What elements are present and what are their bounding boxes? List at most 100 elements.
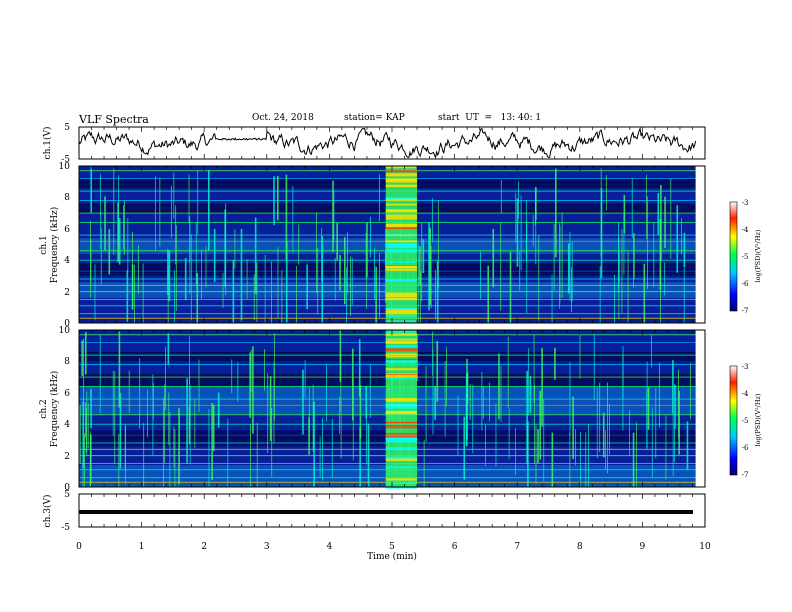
ch1-ytick-8: 8	[64, 193, 70, 203]
spectrogram-bright-line	[385, 292, 418, 296]
spectrogram-bright-line	[385, 166, 418, 169]
spectrogram-bright-line	[385, 174, 418, 177]
ch1-ytick-6: 6	[64, 225, 70, 235]
spectrogram-bright-line	[385, 223, 418, 227]
spectrogram-bright-line	[385, 338, 418, 341]
spectrogram-bright-line	[385, 315, 418, 317]
spectrogram-bright-line	[385, 170, 418, 173]
spectrogram-bright-line	[385, 398, 418, 402]
spectrogram-bright-line	[385, 184, 418, 187]
spectrogram-bright-line	[385, 432, 418, 435]
ch1-ytick-4: 4	[64, 256, 70, 266]
spectrogram-bright-line	[385, 180, 418, 183]
spectrogram-bright-line	[385, 345, 418, 348]
ch3-flat-trace	[79, 510, 693, 514]
spectrogram-bright-line	[385, 218, 418, 220]
ch2-spec-label: ch.2	[39, 399, 49, 418]
ch1-spec-label: ch.1	[39, 235, 49, 254]
spectrogram-bright-line	[385, 319, 418, 322]
spectrogram-bright-line	[385, 426, 418, 429]
spectrogram-bright-line	[385, 447, 418, 451]
spectrogram-bright-line	[385, 425, 418, 427]
spectrogram-bright-line	[385, 358, 418, 360]
xtick-5: 5	[389, 542, 395, 552]
spectrogram-bright-line	[385, 333, 418, 336]
cb1-tick-m7: -7	[742, 307, 749, 315]
ch3-ylabel: ch.3(V)	[42, 495, 53, 528]
spectrogram-bright-line	[385, 261, 418, 263]
ch3-trace-panel: 5 -5 ch.3(V)	[42, 490, 706, 533]
spectrogram-bright-line	[385, 198, 418, 201]
spectrogram-bright-line	[385, 478, 418, 481]
cb1-tick-m3: -3	[742, 199, 749, 207]
date-label: Oct. 24, 2018	[252, 113, 314, 123]
spectrogram-bright-line	[385, 398, 418, 400]
spectrogram-bright-line	[385, 319, 418, 321]
ch2-ytick-2: 2	[64, 452, 70, 462]
ch2-spectrogram-frame	[78, 329, 706, 488]
spectrogram-bright-line	[385, 458, 418, 461]
xtick-9: 9	[640, 542, 646, 552]
spectrogram-bright-line	[385, 348, 418, 352]
ch2-spectrogram-image	[79, 330, 705, 489]
ch1-frame	[78, 126, 706, 160]
colorbar-ch2-gradient	[729, 365, 738, 476]
ch1-spectrogram-image	[78, 166, 705, 323]
xtick-3: 3	[264, 542, 270, 552]
spectrogram-bright-line	[385, 243, 418, 247]
spectrogram-bright-line	[385, 421, 418, 424]
spectrogram-bright-line	[385, 269, 418, 271]
spectrogram-bright-line	[385, 378, 418, 380]
ch1-ytick-top: 5	[64, 123, 70, 133]
xtick-6: 6	[452, 542, 458, 552]
ch1-ytick-bottom: -5	[61, 155, 70, 165]
spectrogram-bright-line	[385, 214, 418, 217]
station-label: station= KAP	[344, 113, 405, 123]
ch1-waveform-line	[78, 126, 697, 159]
spectrogram-no-data	[695, 330, 705, 487]
ch3-frame	[78, 493, 706, 528]
xtick-1: 1	[139, 542, 145, 552]
xtick-4: 4	[327, 542, 333, 552]
spectrogram-bright-line	[385, 309, 418, 313]
ch1-ytick-2: 2	[64, 288, 70, 298]
ch2-ytick-0: 0	[64, 483, 70, 493]
ch1-ytick-0: 0	[64, 319, 70, 329]
spectrogram-bright-line	[385, 435, 418, 438]
x-axis: 0 1 2 3 4 5 6 7 8 9 10 Time (min)	[76, 542, 711, 562]
ch1-ylabel: ch.1(V)	[42, 127, 53, 160]
ch3-ytick-top: 5	[64, 490, 70, 500]
xtick-2: 2	[201, 542, 207, 552]
spectrogram-bright-line	[385, 265, 418, 269]
spectrogram-bright-line	[385, 227, 418, 230]
x-axis-label: Time (min)	[367, 551, 417, 562]
start-time-label: start UT = 13: 40: 1	[438, 113, 542, 123]
spectrogram-bright-line	[385, 245, 418, 249]
spectrogram-bright-line	[385, 437, 418, 441]
spectrogram-bright-line	[385, 411, 418, 413]
spectrogram-bright-line	[385, 311, 418, 315]
colorbar-ch1-gradient	[729, 201, 738, 312]
spectrogram-bright-line	[385, 355, 418, 358]
ch1-ytick-10: 10	[59, 162, 71, 172]
spectrogram-bright-line	[385, 404, 418, 406]
cb1-tick-m6: -6	[742, 280, 749, 288]
spectrogram-bright-line	[385, 412, 418, 415]
spectrogram-bright-line	[385, 456, 418, 459]
chart-title: VLF Spectra	[79, 113, 149, 126]
xtick-7: 7	[514, 542, 520, 552]
ch2-spectrogram-panel: 0 2 4 6 8 10 ch.2 Frequency (kHz)	[39, 326, 706, 493]
ch3-ytick-bottom: -5	[61, 523, 70, 533]
spectrogram-bright-line	[385, 173, 418, 175]
cb2-tick-m4: -4	[742, 390, 749, 398]
spectrogram-bright-line	[385, 203, 418, 206]
spectrogram-bright-line	[385, 308, 418, 310]
cb1-tick-m4: -4	[742, 226, 749, 234]
xtick-0: 0	[76, 542, 82, 552]
ch1-frequency-label: Frequency (kHz)	[49, 207, 60, 284]
spectrogram-bright-line	[385, 486, 418, 489]
spectrogram-bright-line	[385, 234, 418, 236]
cb1-tick-m5: -5	[742, 253, 749, 261]
spectrogram-bright-line	[385, 331, 418, 333]
